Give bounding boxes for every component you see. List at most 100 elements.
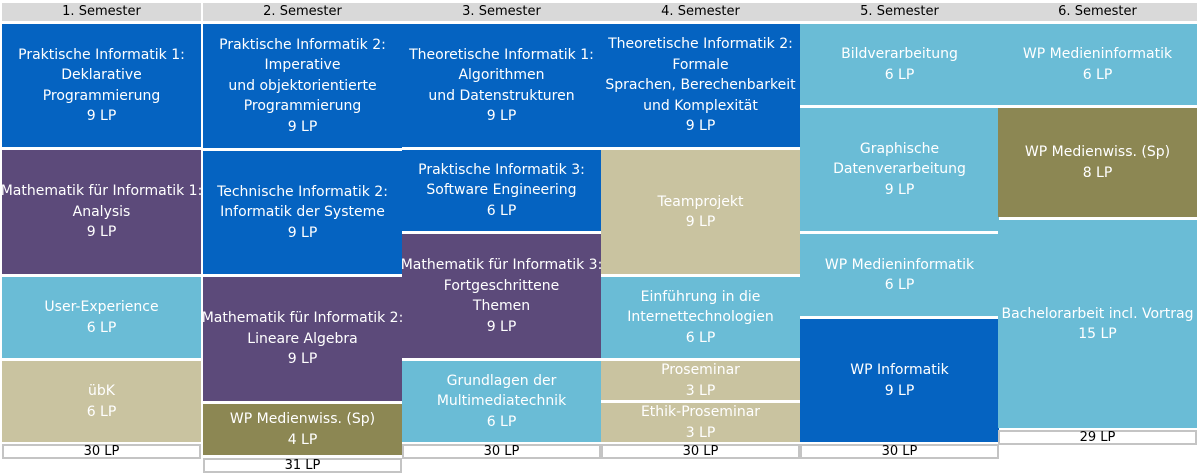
semester-total: 29 LP: [998, 430, 1197, 445]
module-box: WP Medienwiss. (Sp) 4 LP: [203, 404, 402, 455]
module-title-line: Themen: [472, 298, 531, 314]
module-credits: 9 LP: [86, 224, 117, 241]
module-title-line: Sprachen, Berechenbarkeit: [605, 77, 796, 94]
module-credits: 8 LP: [1082, 164, 1113, 181]
module-box: Mathematik für Informatik 3: Fortgeschri…: [400, 234, 603, 358]
module-credits: 6 LP: [884, 66, 915, 83]
semester-total: 30 LP: [402, 444, 601, 459]
module-box: Teamprojekt 9 LP: [601, 150, 800, 274]
module-box: Theoretische Informatik 2: Formale Sprac…: [601, 24, 800, 147]
module-title-line: Bachelorarbeit incl. Vortrag: [1001, 305, 1194, 322]
module-title-line: Algorithmen: [458, 67, 545, 83]
module-title-line: Mathematik für Informatik 2:: [201, 310, 404, 327]
module-box: Bildverarbeitung 6 LP: [800, 24, 999, 105]
module-credits: 9 LP: [884, 382, 915, 399]
module-title-line: Proseminar: [661, 362, 740, 378]
module-title-line: Multimediatechnik: [436, 393, 567, 410]
semester-total: 30 LP: [2, 444, 201, 459]
semester-header: 4. Semester: [601, 3, 800, 21]
module-box: Mathematik für Informatik 1: Analysis 9 …: [1, 150, 202, 274]
module-title-line: WP Medienwiss. (Sp): [229, 411, 376, 427]
module-title-line: Graphische: [859, 140, 940, 157]
semester-total: 30 LP: [601, 444, 800, 459]
module-credits: 6 LP: [685, 329, 716, 346]
module-credits: 9 LP: [486, 318, 517, 335]
module-title-line: Programmierung: [42, 87, 161, 104]
module-title-line: WP Medieninformatik: [1022, 46, 1173, 62]
module-title-line: Analysis: [72, 203, 131, 220]
module-credits: 6 LP: [86, 403, 117, 420]
module-box: Graphische Datenverarbeitung 9 LP: [800, 108, 999, 231]
module-title-line: Lineare Algebra: [247, 330, 358, 347]
module-title-line: Technische Informatik 2:: [217, 183, 388, 200]
module-credits: 15 LP: [1078, 326, 1117, 342]
module-credits: 6 LP: [884, 277, 915, 293]
module-box: WP Medieninformatik 6 LP: [998, 24, 1197, 105]
module-title-line: Datenverarbeitung: [833, 161, 966, 178]
module-title-line: WP Medieninformatik: [824, 256, 975, 273]
module-title-line: Bildverarbeitung: [841, 46, 958, 62]
semester-header: 6. Semester: [998, 3, 1197, 21]
module-title-line: Theoretische Informatik 1:: [409, 46, 594, 63]
module-title-line: Deklarative: [61, 67, 142, 83]
module-title-line: WP Informatik: [850, 362, 949, 378]
module-title-line: Teamprojekt: [657, 193, 744, 210]
module-box: User-Experience 6 LP: [2, 277, 201, 358]
module-box: Bachelorarbeit incl. Vortrag 15 LP: [998, 220, 1197, 428]
module-credits: 9 LP: [486, 108, 517, 124]
module-box: Technische Informatik 2: Informatik der …: [203, 151, 402, 274]
semester-total: 30 LP: [800, 444, 999, 459]
semester-header: 3. Semester: [402, 3, 601, 21]
module-title-line: Praktische Informatik 2:: [219, 36, 386, 53]
module-credits: 9 LP: [287, 351, 318, 368]
module-credits: 6 LP: [1082, 66, 1113, 83]
module-title-line: und objektorientierte: [228, 77, 377, 94]
module-title-line: Software Engineering: [426, 182, 577, 199]
module-box: WP Informatik 9 LP: [800, 319, 999, 442]
module-title-line: Programmierung: [243, 98, 362, 115]
module-box: Proseminar 3 LP: [601, 361, 800, 400]
module-box: Praktische Informatik 1: Deklarative Pro…: [2, 24, 201, 147]
module-credits: 9 LP: [287, 224, 318, 241]
module-credits: 9 LP: [86, 108, 117, 124]
module-credits: 3 LP: [685, 424, 716, 441]
module-title-line: und Komplexität: [643, 97, 758, 114]
module-credits: 9 LP: [685, 118, 716, 135]
semester-header: 2. Semester: [203, 3, 402, 21]
module-credits: 9 LP: [884, 181, 915, 198]
module-title-line: Praktische Informatik 1:: [18, 46, 185, 63]
module-box: WP Medieninformatik 6 LP: [800, 234, 999, 316]
module-title-line: User-Experience: [44, 299, 159, 315]
module-title-line: Praktische Informatik 3:: [418, 161, 585, 178]
module-title-line: Informatik der Systeme: [220, 204, 385, 221]
module-box: Praktische Informatik 2: Imperative und …: [203, 24, 402, 148]
module-title-line: Ethik-Proseminar: [640, 404, 761, 420]
module-box: Mathematik für Informatik 2: Lineare Alg…: [201, 277, 404, 401]
semester-header: 1. Semester: [2, 3, 201, 21]
semester-header: 5. Semester: [800, 3, 999, 21]
module-credits: 9 LP: [685, 214, 716, 230]
module-credits: 4 LP: [287, 431, 318, 448]
module-box: übK 6 LP: [2, 361, 201, 442]
module-box: Ethik-Proseminar 3 LP: [601, 403, 800, 442]
module-title-line: Theoretische Informatik 2:: [608, 36, 793, 53]
module-title-line: Grundlagen der: [446, 372, 557, 389]
module-box: WP Medienwiss. (Sp) 8 LP: [998, 108, 1197, 217]
module-title-line: Imperative: [264, 57, 341, 74]
module-title-line: WP Medienwiss. (Sp): [1024, 144, 1171, 160]
module-title-line: Formale: [672, 56, 729, 73]
module-credits: 6 LP: [486, 202, 517, 219]
module-box: Praktische Informatik 3: Software Engine…: [402, 150, 601, 231]
module-title-line: Fortgeschrittene: [443, 277, 560, 294]
module-title-line: und Datenstrukturen: [428, 87, 575, 104]
module-title-line: Internettechnologien: [627, 309, 774, 326]
semester-total: 31 LP: [203, 458, 402, 473]
module-credits: 3 LP: [685, 382, 716, 399]
module-credits: 9 LP: [287, 118, 318, 135]
module-title-line: Einführung in die: [640, 288, 761, 305]
module-title-line: übK: [88, 383, 115, 399]
module-box: Theoretische Informatik 1: Algorithmen u…: [402, 24, 601, 147]
module-box: Grundlagen der Multimediatechnik 6 LP: [402, 361, 601, 442]
module-title-line: Mathematik für Informatik 3:: [400, 257, 603, 273]
module-credits: 6 LP: [86, 319, 117, 336]
